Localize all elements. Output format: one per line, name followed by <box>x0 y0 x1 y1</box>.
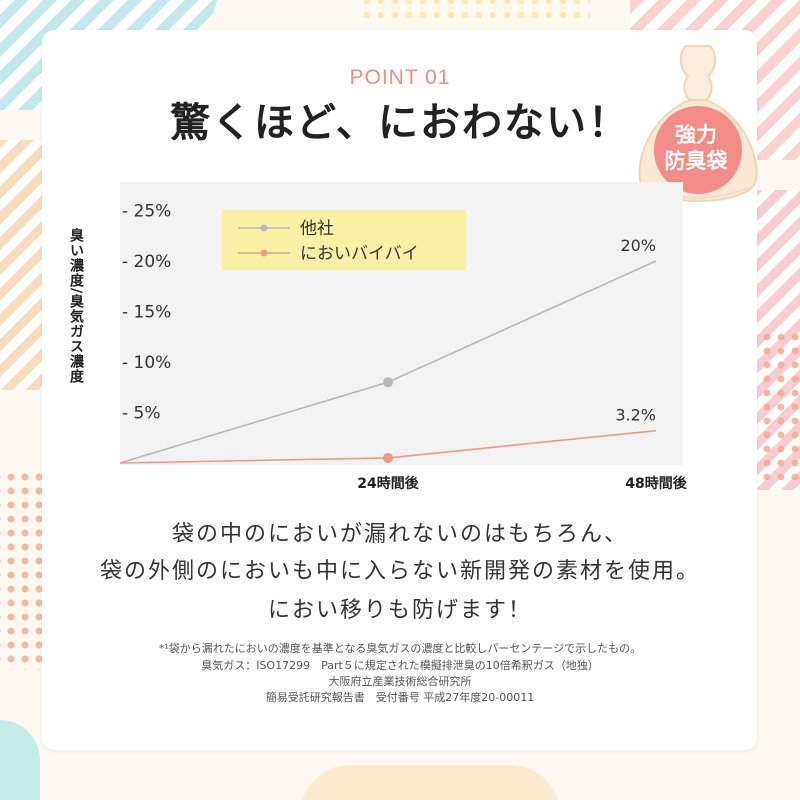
legend <box>222 210 466 270</box>
legend-marker <box>260 249 268 257</box>
footnote-line-4: 簡易受託研究報告書 受付番号 平成27年度20-00011 <box>265 691 535 704</box>
headline: 驚くほど、におわない！ <box>170 100 630 146</box>
description-line-1: 袋の中のにおいが漏れないのはもちろん、 <box>171 522 628 547</box>
bag-icon <box>638 45 758 202</box>
x-tick-label: 24時間後 <box>357 475 419 492</box>
legend-label: においバイバイ <box>300 244 419 264</box>
legend-marker <box>260 224 268 232</box>
decorative-blob <box>300 765 560 800</box>
y-tick-label: - 5% <box>122 404 161 424</box>
y-tick-label: - 10% <box>122 353 171 373</box>
description-line-2: 袋の外側のにおいも中に入らない新開発の素材を使用。 <box>99 559 700 584</box>
footnote-line-2: 臭気ガス：ISO17299 Part５に規定された模擬排泄臭の10倍希釈ガス（地… <box>201 659 599 672</box>
data-label: 20% <box>620 236 656 255</box>
y-tick-label: - 25% <box>122 202 171 222</box>
data-point <box>383 452 393 463</box>
description-line-3: におい移りも防げます！ <box>267 598 532 623</box>
point-label: POINT 01 <box>349 66 451 89</box>
badge-label: 強力 防臭袋 <box>646 122 746 174</box>
dot-pattern <box>360 0 590 24</box>
y-axis-label: 臭い濃度/臭気ガス濃度 <box>68 228 84 385</box>
y-tick-label: - 20% <box>122 252 171 272</box>
badge-circle <box>654 106 742 194</box>
data-point <box>383 377 393 388</box>
badge-line-1: 強力 <box>675 123 717 147</box>
footnote-line-3: 大阪府立産業技術総合研究所 <box>328 675 472 688</box>
badge-line-2: 防臭袋 <box>664 149 728 173</box>
data-label: 3.2% <box>615 406 656 425</box>
series-line-1 <box>119 260 657 464</box>
footnote-line-1: *¹袋から漏れたにおいの濃度を基準となる臭気ガスの濃度と比較しパーセンテージで示… <box>158 642 642 655</box>
y-tick-label: - 15% <box>122 303 171 323</box>
x-tick-label: 48時間後 <box>625 475 687 492</box>
legend-label: 他社 <box>300 219 334 239</box>
